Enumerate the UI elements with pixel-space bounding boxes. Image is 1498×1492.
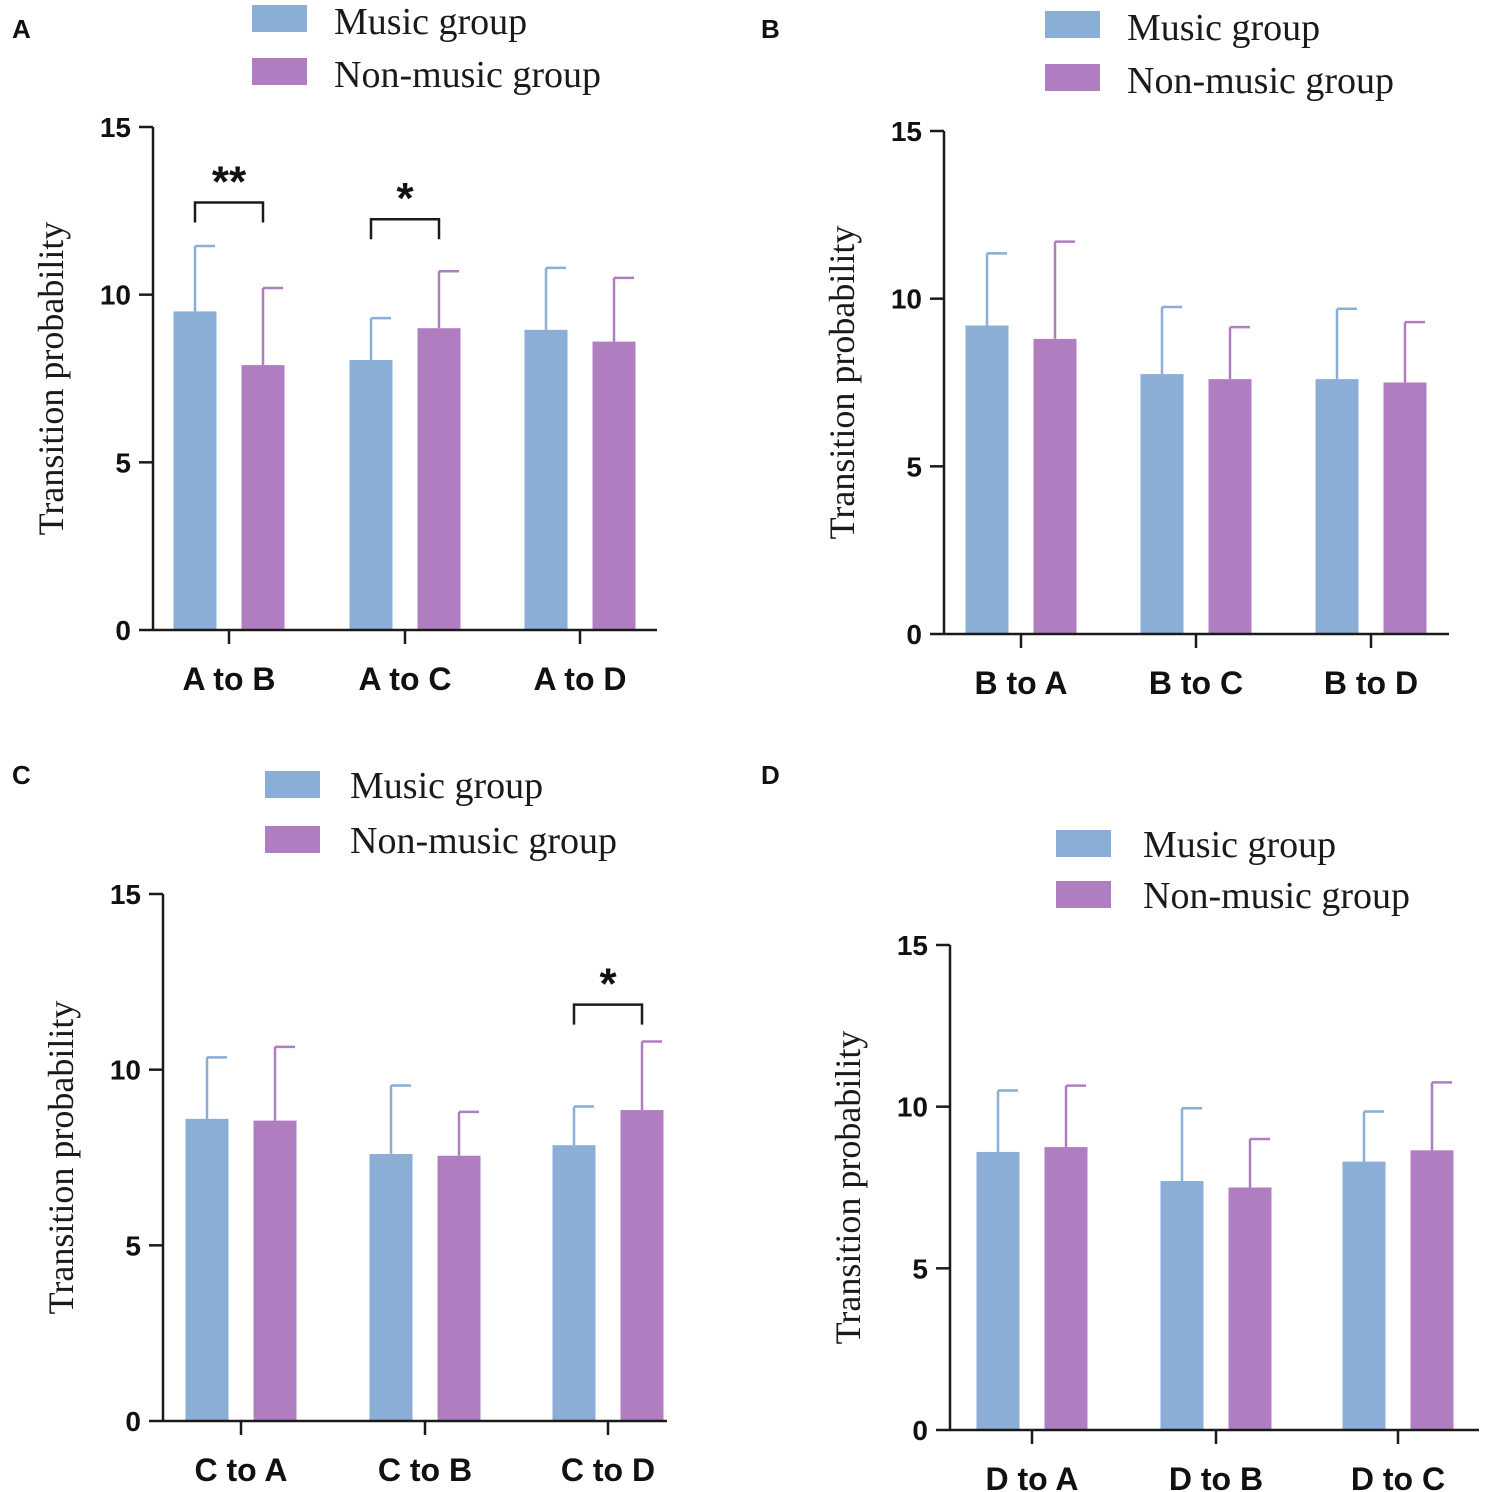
x-tick-label-0: B to A [974, 665, 1067, 701]
bar-nonmusic-2 [592, 341, 636, 630]
bar-nonmusic-1 [1208, 379, 1252, 634]
bar-nonmusic-0 [253, 1120, 297, 1421]
x-tick-label-2: D to C [1351, 1461, 1445, 1492]
bar-nonmusic-1 [417, 328, 461, 630]
bar-music-0 [965, 325, 1009, 634]
legend-label-music: Music group [1127, 7, 1320, 49]
x-tick-label-1: C to B [378, 1452, 472, 1488]
legend-label-nonmusic: Non-music group [334, 54, 601, 96]
legend-swatch-music [1056, 830, 1111, 857]
x-tick-label-2: B to D [1324, 665, 1418, 701]
bar-music-2 [1315, 379, 1359, 634]
chart-c: C Music group Non-music group Transition pr… [12, 760, 667, 1488]
y-axis-label: Transition probability [31, 222, 71, 536]
legend-label-nonmusic: Non-music group [1143, 875, 1410, 917]
bar-music-0 [173, 311, 217, 630]
y-tick-label-1: 5 [115, 447, 131, 478]
chart-d: D Music group Non-music group Transition pr… [761, 760, 1479, 1492]
y-tick-label-0: 0 [115, 615, 131, 646]
x-tick-label-0: D to A [985, 1461, 1078, 1492]
bar-music-1 [369, 1153, 413, 1421]
legend-swatch-nonmusic [252, 58, 307, 85]
x-tick-label-0: C to A [194, 1452, 287, 1488]
bar-nonmusic-0 [1044, 1147, 1088, 1430]
chart-a: A Music group Non-music group Transition pr… [12, 1, 657, 697]
x-tick-label-2: C to D [561, 1452, 655, 1488]
significance-bracket-1 [369, 217, 441, 240]
panel-b: B Music group Non-music group Transition pr… [749, 0, 1498, 746]
bar-music-1 [349, 360, 393, 630]
panel-label-b: B [761, 14, 780, 44]
legend-label-nonmusic: Non-music group [1127, 60, 1394, 102]
legend-label-music: Music group [334, 1, 527, 43]
bar-music-2 [552, 1145, 596, 1421]
bar-nonmusic-2 [620, 1110, 664, 1421]
bar-nonmusic-2 [1410, 1150, 1454, 1430]
y-tick-label-1: 5 [906, 451, 922, 482]
y-tick-label-2: 10 [891, 284, 922, 315]
bar-nonmusic-1 [437, 1155, 481, 1421]
bar-music-0 [976, 1151, 1020, 1430]
y-axis-label: Transition probability [41, 1001, 81, 1315]
x-tick-label-1: A to C [358, 661, 451, 697]
x-tick-label-1: D to B [1169, 1461, 1263, 1492]
bar-music-2 [524, 329, 568, 630]
y-tick-label-3: 15 [891, 116, 922, 147]
legend-swatch-music [252, 5, 307, 32]
significance-label-1: * [396, 174, 414, 223]
legend-label-nonmusic: Non-music group [350, 820, 617, 862]
y-axis-label: Transition probability [828, 1031, 868, 1345]
legend-label-music: Music group [1143, 824, 1336, 866]
x-tick-label-1: B to C [1149, 665, 1243, 701]
chart-b: B Music group Non-music group Transition pr… [761, 7, 1449, 701]
y-tick-label-0: 0 [125, 1406, 141, 1437]
y-tick-label-1: 5 [912, 1253, 928, 1284]
x-tick-label-0: A to B [182, 661, 275, 697]
bar-nonmusic-1 [1228, 1187, 1272, 1430]
panel-label-a: A [12, 14, 31, 44]
y-tick-label-2: 10 [897, 1092, 928, 1123]
bar-music-2 [1342, 1161, 1386, 1430]
panel-label-c: C [12, 760, 31, 790]
bar-nonmusic-0 [241, 365, 285, 630]
y-tick-label-2: 10 [100, 280, 131, 311]
bar-nonmusic-0 [1033, 338, 1077, 634]
y-tick-label-0: 0 [912, 1415, 928, 1446]
panel-d: D Music group Non-music group Transition pr… [749, 746, 1498, 1492]
legend-swatch-music [1045, 11, 1100, 38]
legend-label-music: Music group [350, 765, 543, 807]
significance-bracket-0 [572, 1003, 644, 1025]
significance-label-0: ** [212, 157, 247, 206]
y-tick-label-2: 10 [110, 1055, 141, 1086]
legend-swatch-music [265, 771, 320, 798]
y-tick-label-0: 0 [906, 619, 922, 650]
significance-bracket-0 [193, 201, 265, 223]
x-tick-label-2: A to D [533, 661, 626, 697]
y-tick-label-3: 15 [110, 879, 141, 910]
legend-swatch-nonmusic [265, 826, 320, 853]
y-tick-label-3: 15 [897, 930, 928, 961]
y-tick-label-1: 5 [125, 1230, 141, 1261]
legend-swatch-nonmusic [1056, 881, 1111, 908]
panel-label-d: D [761, 760, 780, 790]
y-axis-label: Transition probability [822, 226, 862, 540]
bar-music-0 [185, 1118, 229, 1421]
bar-music-1 [1160, 1181, 1204, 1430]
bar-nonmusic-2 [1383, 382, 1427, 634]
panel-c: C Music group Non-music group Transition pr… [0, 746, 749, 1492]
significance-label-0: * [599, 960, 617, 1009]
bar-music-1 [1140, 374, 1184, 634]
legend-swatch-nonmusic [1045, 64, 1100, 91]
y-tick-label-3: 15 [100, 112, 131, 143]
panel-a: A Music group Non-music group Transition pr… [0, 0, 749, 746]
